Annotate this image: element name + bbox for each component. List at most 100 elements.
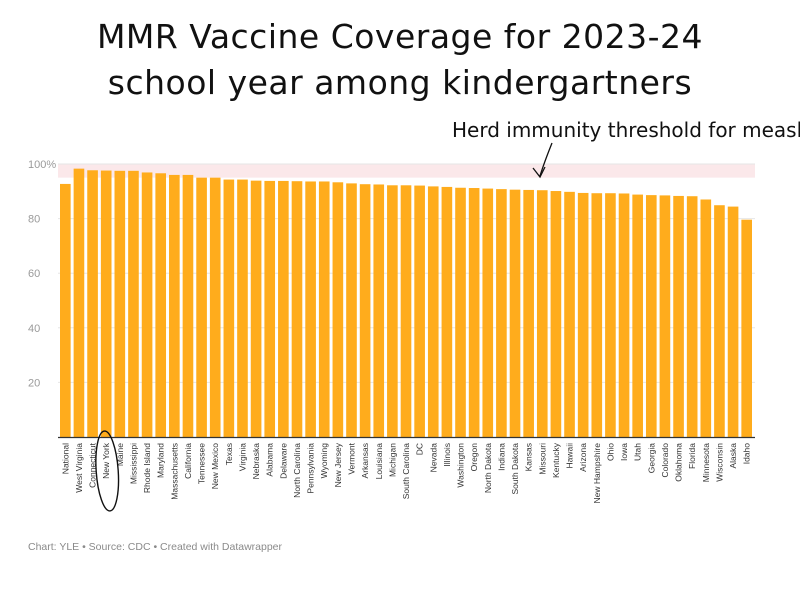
bar xyxy=(632,194,643,437)
bar xyxy=(673,195,684,437)
bar xyxy=(100,170,112,438)
x-tick-label: Hawaii xyxy=(565,443,575,469)
bar xyxy=(73,168,85,437)
bar xyxy=(618,193,630,437)
x-tick-label: New Hampshire xyxy=(592,443,602,504)
y-tick-label: 60 xyxy=(28,268,40,280)
x-tick-label: Idaho xyxy=(742,443,752,465)
bar xyxy=(550,191,562,437)
bar xyxy=(605,193,616,437)
bar xyxy=(714,205,725,437)
bar xyxy=(659,195,671,437)
x-tick-label: Vermont xyxy=(346,442,356,474)
bar xyxy=(87,170,98,437)
y-tick-label: 100% xyxy=(28,159,56,171)
y-tick-label: 40 xyxy=(28,323,40,335)
bar xyxy=(414,185,425,437)
bar xyxy=(359,184,371,437)
x-tick-label: Massachusetts xyxy=(169,443,179,500)
x-tick-label: Maine xyxy=(115,443,125,466)
x-tick-label: California xyxy=(183,443,193,479)
x-tick-label: Minnesota xyxy=(701,443,711,482)
x-tick-label: South Dakota xyxy=(510,443,520,495)
x-tick-label: DC xyxy=(415,443,425,455)
x-tick-label: Michigan xyxy=(387,443,397,477)
bar xyxy=(182,174,194,438)
x-tick-label: Illinois xyxy=(442,443,452,467)
bar xyxy=(223,179,235,437)
bar xyxy=(564,191,575,437)
y-tick-label: 20 xyxy=(28,377,40,389)
bar xyxy=(128,170,139,437)
x-tick-label: National xyxy=(60,443,70,474)
bar xyxy=(237,179,248,437)
x-tick-label: Connecticut xyxy=(88,442,98,488)
bar xyxy=(468,188,480,437)
x-tick-label: Georgia xyxy=(646,443,656,474)
chart-footer: Chart: YLE • Source: CDC • Created with … xyxy=(28,541,283,553)
x-tick-label: Kansas xyxy=(524,443,534,471)
bar xyxy=(305,181,316,437)
bar xyxy=(278,180,289,437)
bar xyxy=(155,173,167,437)
x-tick-label: Louisiana xyxy=(374,443,384,480)
x-tick-label: New Jersey xyxy=(333,442,343,487)
new-york-highlight-circle xyxy=(95,430,120,512)
bar xyxy=(482,188,494,437)
bar xyxy=(509,189,521,437)
x-tick-label: Washington xyxy=(456,443,466,488)
x-tick-label: West Virginia xyxy=(74,443,84,493)
herd-immunity-annotation: Herd immunity threshold for measles xyxy=(452,118,800,142)
x-tick-label: New Mexico xyxy=(210,443,220,490)
x-tick-label: Virginia xyxy=(237,443,247,471)
x-tick-label: Pennsylvania xyxy=(306,443,316,494)
x-tick-label: North Carolina xyxy=(292,443,302,498)
x-tick-label: Rhode Island xyxy=(142,443,152,493)
bar xyxy=(400,185,412,437)
x-tick-label: Wisconsin xyxy=(714,443,724,482)
x-tick-label: Maryland xyxy=(156,443,166,478)
annotation-arrow xyxy=(539,142,553,177)
x-tick-label: Texas xyxy=(224,443,234,465)
x-tick-label: Colorado xyxy=(660,443,670,478)
x-tick-label: South Carolina xyxy=(401,443,411,500)
herd-immunity-band xyxy=(58,164,755,178)
bar xyxy=(346,183,357,437)
annotation-arrowhead xyxy=(532,166,546,179)
bar xyxy=(196,177,207,437)
bar xyxy=(169,174,180,438)
x-tick-label: Arizona xyxy=(578,443,588,472)
bar xyxy=(250,180,262,437)
x-tick-label: Tennessee xyxy=(197,443,207,484)
bar xyxy=(141,172,153,437)
x-tick-label: Mississippi xyxy=(128,443,138,484)
bar xyxy=(727,206,739,437)
bar xyxy=(741,219,752,437)
bar xyxy=(387,185,398,437)
x-tick-label: Indiana xyxy=(496,443,506,471)
x-tick-label: Arkansas xyxy=(360,443,370,478)
bar xyxy=(645,195,657,437)
bar xyxy=(373,184,385,437)
bar xyxy=(455,187,466,437)
x-tick-label: Alaska xyxy=(728,443,738,469)
bar xyxy=(686,196,698,437)
bar xyxy=(441,186,453,437)
x-tick-label: Nebraska xyxy=(251,443,261,480)
chart-title-line-1: MMR Vaccine Coverage for 2023-24 xyxy=(96,17,704,56)
chart-title: MMR Vaccine Coverage for 2023-24 school … xyxy=(0,14,800,106)
bar xyxy=(209,177,221,437)
x-tick-label: Oklahoma xyxy=(674,443,684,482)
x-tick-label: Alabama xyxy=(265,443,275,477)
x-tick-label: Florida xyxy=(687,443,697,469)
bar xyxy=(523,189,534,437)
chart-title-line-2: school year among kindergartners xyxy=(107,63,693,102)
bar xyxy=(291,181,303,437)
x-tick-label: Delaware xyxy=(278,443,288,479)
bar xyxy=(591,193,603,437)
bar xyxy=(496,189,507,437)
x-tick-label: Ohio xyxy=(605,443,615,461)
y-tick-label: 80 xyxy=(28,214,40,226)
x-tick-label: Missouri xyxy=(537,443,547,475)
